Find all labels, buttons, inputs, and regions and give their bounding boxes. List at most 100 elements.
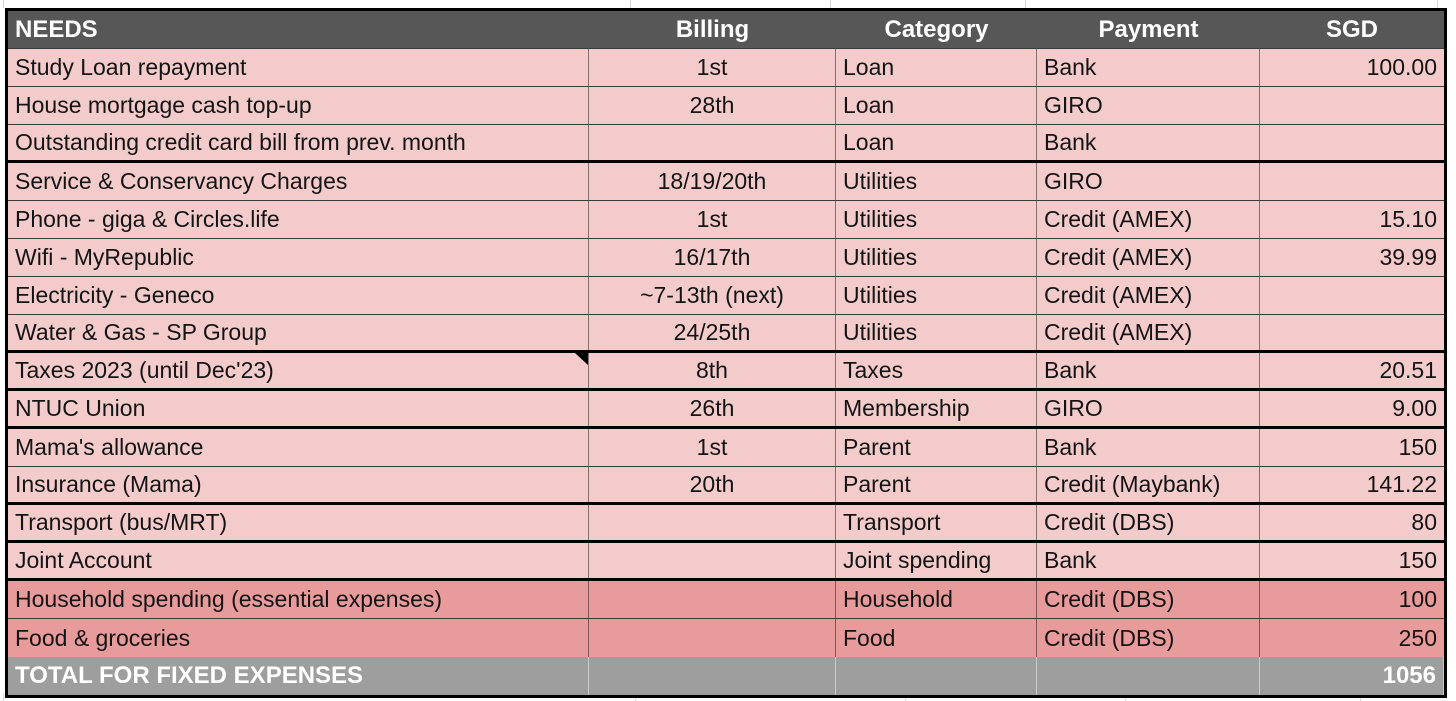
cell-category[interactable]: Loan [836, 49, 1037, 86]
cell-payment[interactable]: Credit (Maybank) [1037, 467, 1260, 502]
cell-need[interactable]: Study Loan repayment [8, 49, 589, 86]
column-header-sgd[interactable]: SGD [1325, 15, 1378, 43]
table-row: Phone - giga & Circles.life 1st Utilities C… [8, 201, 1444, 239]
cell-sgd[interactable] [1260, 163, 1444, 200]
cell-category[interactable]: Utilities [836, 277, 1037, 314]
cell-payment[interactable]: Credit (DBS) [1037, 505, 1260, 540]
cell-sgd[interactable]: 9.00 [1392, 395, 1437, 421]
cell-need[interactable]: Service & Conservancy Charges [8, 163, 589, 200]
cell-billing[interactable]: 20th [589, 467, 836, 502]
cell-billing[interactable] [589, 125, 836, 160]
table-body: Study Loan repayment 1st Loan Bank 100.00 Hou… [8, 49, 1444, 657]
cell-sgd[interactable]: 20.51 [1379, 357, 1437, 383]
table-row: Transport (bus/MRT) Transport Credit (DBS)… [8, 505, 1444, 543]
cell-category[interactable]: Food [836, 619, 1037, 657]
cell-category[interactable]: Parent [836, 467, 1037, 502]
cell-billing[interactable] [589, 581, 836, 618]
cell-sgd[interactable]: 150 [1398, 434, 1437, 460]
cell-payment[interactable]: GIRO [1037, 87, 1260, 124]
cell-sgd[interactable]: 39.99 [1379, 244, 1437, 270]
cell-note-marker-icon [575, 353, 588, 365]
cell-billing[interactable]: 26th [589, 391, 836, 426]
cell-category[interactable]: Joint spending [836, 543, 1037, 578]
cell-category[interactable]: Loan [836, 125, 1037, 160]
cell-need[interactable]: Electricity - Geneco [8, 277, 589, 314]
total-sgd-cell[interactable]: 1056 [1260, 657, 1444, 695]
sheet-gridline [3, 0, 4, 8]
total-empty-cell[interactable] [836, 657, 1037, 695]
cell-billing[interactable]: 1st [589, 429, 836, 466]
cell-billing[interactable]: 1st [589, 49, 836, 86]
cell-sgd[interactable]: 141.22 [1366, 471, 1437, 497]
cell-need[interactable]: House mortgage cash top-up [8, 87, 589, 124]
sheet-gridline [830, 0, 831, 8]
cell-payment[interactable]: Credit (DBS) [1037, 581, 1260, 618]
cell-category[interactable]: Utilities [836, 239, 1037, 276]
cell-payment[interactable]: Bank [1037, 543, 1260, 578]
cell-sgd[interactable]: 80 [1411, 509, 1437, 535]
total-empty-cell[interactable] [1037, 657, 1260, 695]
cell-payment[interactable]: Bank [1037, 353, 1260, 388]
cell-billing[interactable]: 18/19/20th [589, 163, 836, 200]
total-label-cell[interactable]: TOTAL FOR FIXED EXPENSES [8, 657, 589, 695]
table-row: Electricity - Geneco ~7-13th (next) Utilit… [8, 277, 1444, 315]
table-row: Insurance (Mama) 20th Parent Credit (Mayban… [8, 467, 1444, 505]
cell-billing[interactable] [589, 619, 836, 657]
cell-need[interactable]: Transport (bus/MRT) [8, 505, 589, 540]
column-header-needs[interactable]: NEEDS [15, 15, 98, 43]
cell-need[interactable]: Taxes 2023 (until Dec'23) [8, 353, 589, 388]
cell-payment[interactable]: GIRO [1037, 391, 1260, 426]
cell-billing[interactable]: 1st [589, 201, 836, 238]
cell-billing[interactable]: 16/17th [589, 239, 836, 276]
cell-billing[interactable]: 28th [589, 87, 836, 124]
column-header-billing[interactable]: Billing [675, 15, 750, 43]
total-empty-cell[interactable] [589, 657, 836, 695]
cell-payment[interactable]: Credit (DBS) [1037, 619, 1260, 657]
cell-need[interactable]: Outstanding credit card bill from prev. … [8, 125, 589, 160]
cell-sgd[interactable]: 15.10 [1379, 206, 1437, 232]
cell-need[interactable]: Water & Gas - SP Group [8, 315, 589, 350]
cell-sgd[interactable] [1260, 315, 1444, 350]
cell-sgd[interactable] [1260, 87, 1444, 124]
cell-need[interactable]: Joint Account [8, 543, 589, 578]
cell-payment[interactable]: Bank [1037, 49, 1260, 86]
cell-billing[interactable]: 8th [589, 353, 836, 388]
cell-payment[interactable]: Credit (AMEX) [1037, 201, 1260, 238]
cell-billing[interactable] [589, 543, 836, 578]
cell-category[interactable]: Transport [836, 505, 1037, 540]
cell-payment[interactable]: Credit (AMEX) [1037, 277, 1260, 314]
cell-need[interactable]: Mama's allowance [8, 429, 589, 466]
cell-category[interactable]: Taxes [836, 353, 1037, 388]
sheet-gridline [1025, 0, 1026, 8]
cell-category[interactable]: Utilities [836, 315, 1037, 350]
table-row: Outstanding credit card bill from prev. … [8, 125, 1444, 163]
cell-payment[interactable]: Bank [1037, 125, 1260, 160]
column-header-category[interactable]: Category [884, 15, 989, 43]
cell-need[interactable]: Household spending (essential expenses) [8, 581, 589, 618]
cell-payment[interactable]: Credit (AMEX) [1037, 315, 1260, 350]
cell-payment[interactable]: Bank [1037, 429, 1260, 466]
cell-sgd[interactable] [1260, 277, 1444, 314]
cell-category[interactable]: Utilities [836, 163, 1037, 200]
cell-need[interactable]: Insurance (Mama) [8, 467, 589, 502]
cell-billing[interactable]: ~7-13th (next) [589, 277, 836, 314]
cell-need[interactable]: NTUC Union [8, 391, 589, 426]
cell-category[interactable]: Utilities [836, 201, 1037, 238]
cell-category[interactable]: Loan [836, 87, 1037, 124]
cell-sgd[interactable]: 100.00 [1366, 54, 1437, 80]
cell-need[interactable]: Phone - giga & Circles.life [8, 201, 589, 238]
cell-sgd[interactable] [1260, 125, 1444, 160]
cell-category[interactable]: Parent [836, 429, 1037, 466]
cell-sgd[interactable]: 250 [1398, 624, 1437, 651]
cell-payment[interactable]: Credit (AMEX) [1037, 239, 1260, 276]
cell-sgd[interactable]: 150 [1398, 547, 1437, 573]
column-header-payment[interactable]: Payment [1098, 15, 1199, 43]
cell-billing[interactable]: 24/25th [589, 315, 836, 350]
cell-category[interactable]: Membership [836, 391, 1037, 426]
cell-need[interactable]: Food & groceries [8, 619, 589, 657]
cell-sgd[interactable]: 100 [1398, 586, 1437, 612]
cell-billing[interactable] [589, 505, 836, 540]
cell-need[interactable]: Wifi - MyRepublic [8, 239, 589, 276]
cell-payment[interactable]: GIRO [1037, 163, 1260, 200]
cell-category[interactable]: Household [836, 581, 1037, 618]
